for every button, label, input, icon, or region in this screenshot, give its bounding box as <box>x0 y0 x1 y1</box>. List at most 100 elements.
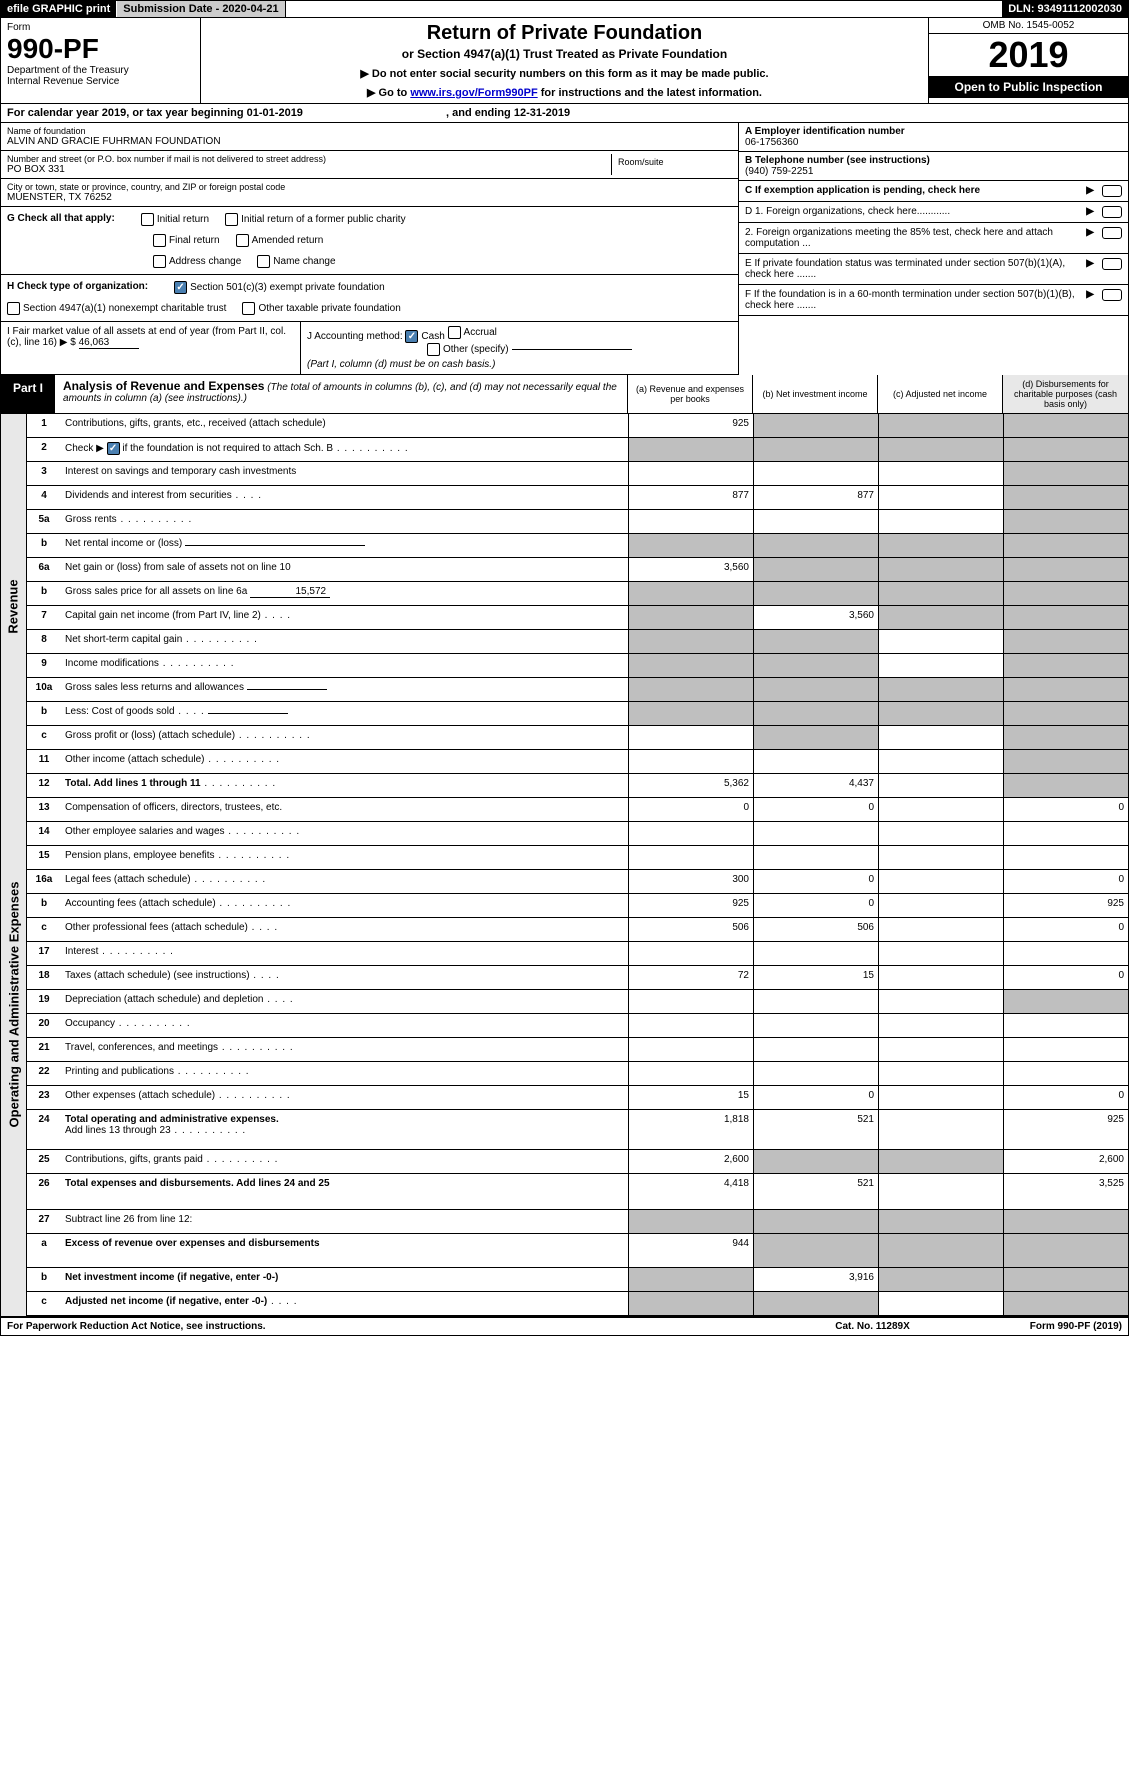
page-footer: For Paperwork Reduction Act Notice, see … <box>0 1318 1129 1336</box>
irs-label: Internal Revenue Service <box>7 76 194 87</box>
row-16c: cOther professional fees (attach schedul… <box>27 918 1128 942</box>
row-5b: bNet rental income or (loss) <box>27 534 1128 558</box>
row-11: 11Other income (attach schedule) <box>27 750 1128 774</box>
section-d2: 2. Foreign organizations meeting the 85%… <box>739 223 1128 254</box>
row-20: 20Occupancy <box>27 1014 1128 1038</box>
tax-year: 2019 <box>929 34 1128 76</box>
cb-other-method[interactable]: Other (specify) <box>427 343 632 356</box>
cb-address-change[interactable]: Address change <box>153 255 241 268</box>
col-d-head: (d) Disbursements for charitable purpose… <box>1003 375 1128 413</box>
row-4: 4Dividends and interest from securities8… <box>27 486 1128 510</box>
cb-501c3[interactable]: ✓Section 501(c)(3) exempt private founda… <box>174 281 385 294</box>
instr-1: ▶ Do not enter social security numbers o… <box>211 67 918 80</box>
cat-no: Cat. No. 11289X <box>835 1321 909 1332</box>
revenue-label: Revenue <box>1 414 27 798</box>
calendar-year-row: For calendar year 2019, or tax year begi… <box>0 104 1129 123</box>
gross-sales-6a: 15,572 <box>250 586 330 598</box>
row-16a: 16aLegal fees (attach schedule)30000 <box>27 870 1128 894</box>
col-b-head: (b) Net investment income <box>753 375 878 413</box>
row-6b: bGross sales price for all assets on lin… <box>27 582 1128 606</box>
cb-final-return[interactable]: Final return <box>153 234 220 247</box>
header-mid: Return of Private Foundation or Section … <box>201 18 928 103</box>
row-25: 25Contributions, gifts, grants paid2,600… <box>27 1150 1128 1174</box>
year-begin: 01-01-2019 <box>247 107 303 119</box>
form-number: 990-PF <box>7 33 194 65</box>
cb-cash[interactable]: ✓Cash <box>405 330 444 343</box>
section-g: G Check all that apply: Initial return I… <box>1 207 738 275</box>
row-27b: bNet investment income (if negative, ent… <box>27 1268 1128 1292</box>
row-10c: cGross profit or (loss) (attach schedule… <box>27 726 1128 750</box>
fmv-value: 46,063 <box>79 337 139 349</box>
cb-name-change[interactable]: Name change <box>257 255 335 268</box>
section-d1: D 1. Foreign organizations, check here..… <box>739 202 1128 223</box>
cb-foreign-org[interactable] <box>1102 206 1122 218</box>
identification-grid: Name of foundation ALVIN AND GRACIE FUHR… <box>0 123 1129 375</box>
row-23: 23Other expenses (attach schedule)1500 <box>27 1086 1128 1110</box>
section-j: J Accounting method: ✓Cash Accrual Other… <box>301 322 738 374</box>
top-bar: efile GRAPHIC print Submission Date - 20… <box>0 0 1129 18</box>
row-8: 8Net short-term capital gain <box>27 630 1128 654</box>
cb-terminated[interactable] <box>1102 258 1122 270</box>
room-label: Room/suite <box>618 157 726 167</box>
street-address: PO BOX 331 <box>7 164 611 175</box>
cb-initial-return[interactable]: Initial return <box>141 213 209 226</box>
section-i: I Fair market value of all assets at end… <box>1 322 301 374</box>
row-10a: 10aGross sales less returns and allowanc… <box>27 678 1128 702</box>
row-21: 21Travel, conferences, and meetings <box>27 1038 1128 1062</box>
col-c-head: (c) Adjusted net income <box>878 375 1003 413</box>
cb-other-taxable[interactable]: Other taxable private foundation <box>242 302 400 315</box>
address-cell: Number and street (or P.O. box number if… <box>1 151 738 179</box>
ein-value: 06-1756360 <box>745 137 798 148</box>
cb-initial-former[interactable]: Initial return of a former public charit… <box>225 213 406 226</box>
row-12: 12Total. Add lines 1 through 115,3624,43… <box>27 774 1128 798</box>
part1-header: Part I Analysis of Revenue and Expenses … <box>0 375 1129 414</box>
row-14: 14Other employee salaries and wages <box>27 822 1128 846</box>
row-26: 26Total expenses and disbursements. Add … <box>27 1174 1128 1210</box>
row-17: 17Interest <box>27 942 1128 966</box>
section-e: E If private foundation status was termi… <box>739 254 1128 285</box>
form-header: Form 990-PF Department of the Treasury I… <box>0 18 1129 104</box>
cb-sch-b[interactable]: ✓ <box>107 442 120 455</box>
omb-number: OMB No. 1545-0052 <box>929 18 1128 34</box>
cb-amended[interactable]: Amended return <box>236 234 324 247</box>
row-22: 22Printing and publications <box>27 1062 1128 1086</box>
form-title: Return of Private Foundation <box>211 22 918 45</box>
row-27: 27Subtract line 26 from line 12: <box>27 1210 1128 1234</box>
revenue-section: Revenue 1Contributions, gifts, grants, e… <box>0 414 1129 798</box>
foundation-name-cell: Name of foundation ALVIN AND GRACIE FUHR… <box>1 123 738 151</box>
instr-2: ▶ Go to www.irs.gov/Form990PF for instru… <box>211 86 918 99</box>
cb-85pct[interactable] <box>1102 227 1122 239</box>
row-16b: bAccounting fees (attach schedule)925092… <box>27 894 1128 918</box>
section-f: F If the foundation is in a 60-month ter… <box>739 285 1128 316</box>
irs-link[interactable]: www.irs.gov/Form990PF <box>410 87 537 99</box>
cb-accrual[interactable]: Accrual <box>448 326 497 339</box>
row-27c: cAdjusted net income (if negative, enter… <box>27 1292 1128 1316</box>
row-3: 3Interest on savings and temporary cash … <box>27 462 1128 486</box>
row-9: 9Income modifications <box>27 654 1128 678</box>
row-24: 24Total operating and administrative exp… <box>27 1110 1128 1150</box>
row-5a: 5aGross rents <box>27 510 1128 534</box>
form-subtitle: or Section 4947(a)(1) Trust Treated as P… <box>211 47 918 61</box>
form-ref: Form 990-PF (2019) <box>1030 1321 1122 1332</box>
city-state-zip: MUENSTER, TX 76252 <box>7 192 732 203</box>
efile-label: efile GRAPHIC print <box>1 1 117 17</box>
j-note: (Part I, column (d) must be on cash basi… <box>307 359 495 370</box>
paperwork-notice: For Paperwork Reduction Act Notice, see … <box>7 1321 266 1332</box>
submission-date: Submission Date - 2020-04-21 <box>117 1 285 17</box>
form-word: Form <box>7 22 194 33</box>
cb-exemption-pending[interactable] <box>1102 185 1122 197</box>
ein-cell: A Employer identification number 06-1756… <box>739 123 1128 152</box>
cb-4947a1[interactable]: Section 4947(a)(1) nonexempt charitable … <box>7 302 226 315</box>
header-right: OMB No. 1545-0052 2019 Open to Public In… <box>928 18 1128 103</box>
row-2: 2Check ▶ ✓ if the foundation is not requ… <box>27 438 1128 462</box>
part1-desc: Analysis of Revenue and Expenses (The to… <box>55 375 628 413</box>
city-cell: City or town, state or province, country… <box>1 179 738 207</box>
cb-60month[interactable] <box>1102 289 1122 301</box>
row-7: 7Capital gain net income (from Part IV, … <box>27 606 1128 630</box>
section-ij: I Fair market value of all assets at end… <box>1 322 738 375</box>
dept-label: Department of the Treasury <box>7 65 194 76</box>
row-15: 15Pension plans, employee benefits <box>27 846 1128 870</box>
row-18: 18Taxes (attach schedule) (see instructi… <box>27 966 1128 990</box>
section-c: C If exemption application is pending, c… <box>739 181 1128 202</box>
phone-value: (940) 759-2251 <box>745 166 813 177</box>
